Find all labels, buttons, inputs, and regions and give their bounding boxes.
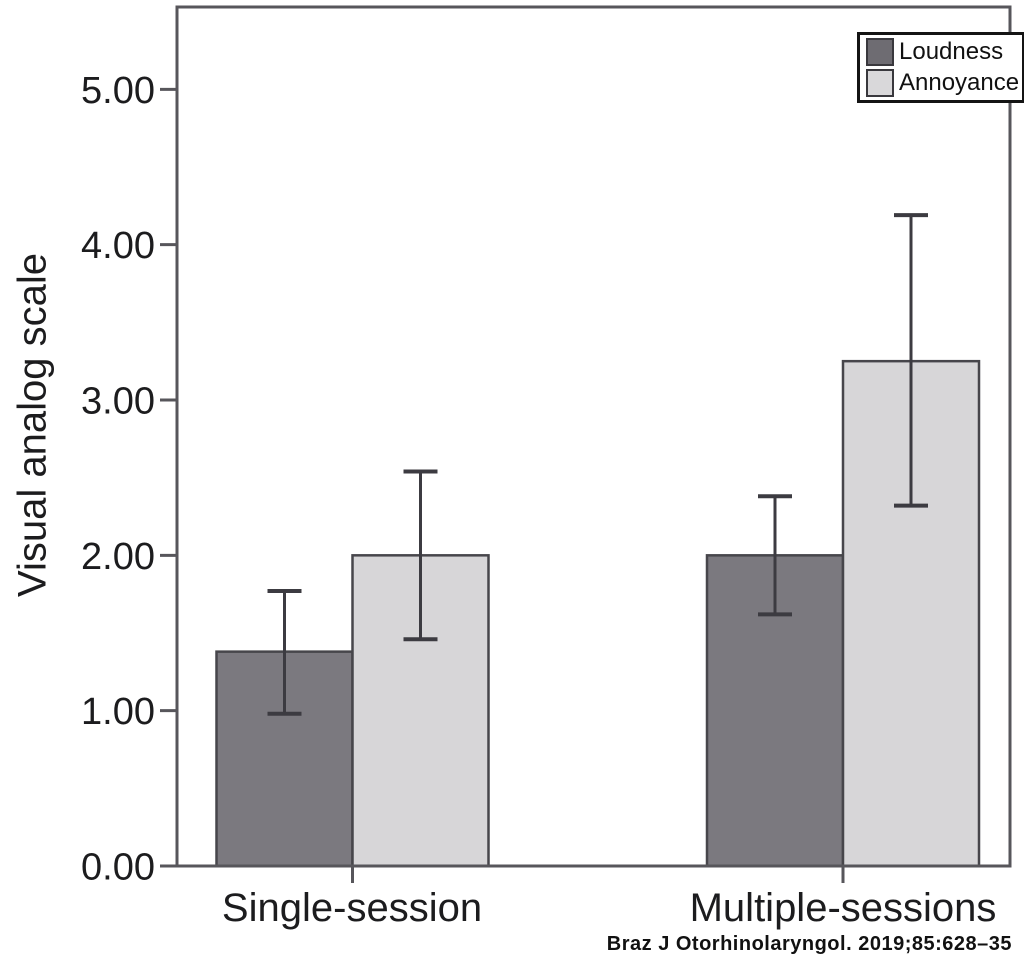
y-axis-title: Visual analog scale	[10, 253, 55, 597]
y-tick-label-0.00: 0.00	[81, 847, 155, 889]
legend: Loudness Annoyance	[857, 32, 1024, 103]
y-tick-label-3.00: 3.00	[81, 380, 155, 422]
x-category-label-single-session: Single-session	[221, 886, 483, 930]
legend-row-loudness: Loudness	[866, 38, 1019, 66]
citation-text: Braz J Otorhinolaryngol. 2019;85:628–35	[606, 933, 1012, 955]
y-tick-label-2.00: 2.00	[81, 536, 155, 578]
legend-label-annoyance: Annoyance	[899, 69, 1020, 97]
legend-row-annoyance: Annoyance	[866, 69, 1019, 97]
legend-swatch-annoyance-icon	[866, 69, 894, 97]
plot-frame	[175, 5, 1012, 868]
y-tick-label-4.00: 4.00	[81, 225, 155, 267]
x-category-label-multiple-sessions: Multiple-sessions	[689, 886, 997, 930]
y-tick-label-5.00: 5.00	[81, 70, 155, 112]
y-tick-label-1.00: 1.00	[81, 691, 155, 733]
legend-label-loudness: Loudness	[899, 38, 1004, 66]
legend-swatch-loudness-icon	[866, 38, 894, 66]
